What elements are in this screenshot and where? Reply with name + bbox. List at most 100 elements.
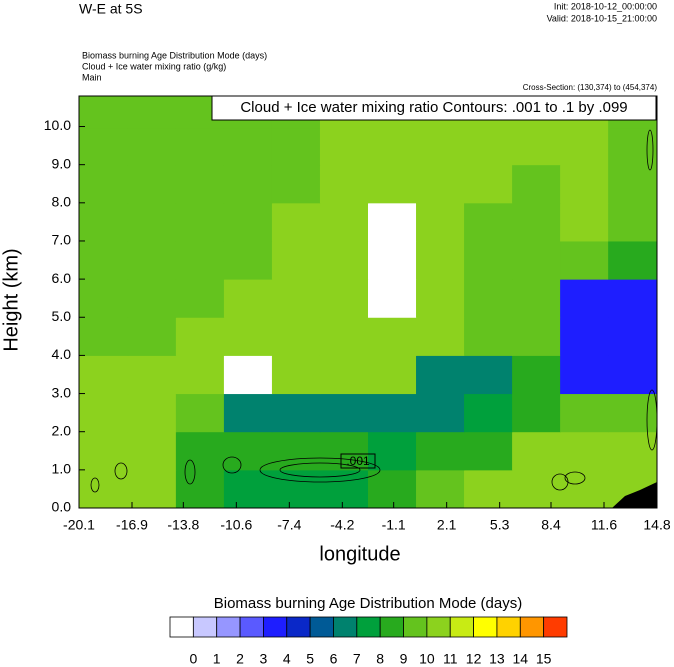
field-cell: [175, 355, 225, 395]
field-cell: [127, 96, 177, 129]
colorbar-label: 12: [466, 651, 482, 667]
colorbar-box: [403, 616, 428, 638]
field-cell: [368, 164, 417, 204]
field-cell: [512, 355, 561, 395]
field-cell: [271, 393, 321, 433]
field-cell: [464, 279, 513, 318]
field-cell: [271, 279, 321, 318]
y-tick-label: 6.0: [52, 270, 72, 286]
field-name: Main: [82, 72, 102, 82]
field-cell: [464, 164, 513, 204]
field-cell: [79, 279, 129, 318]
field-cell: [416, 469, 465, 509]
field-cell: [560, 164, 609, 204]
field-cell: [608, 128, 658, 166]
x-tick-label: 14.8: [643, 517, 670, 533]
colorbar-label: 5: [306, 651, 314, 667]
field-cell: [512, 279, 561, 318]
field-cell: [271, 431, 321, 471]
field-cell: [175, 240, 225, 280]
valid-time: Valid: 2018-10-15_21:00:00: [547, 13, 657, 23]
field-cell: [319, 202, 369, 242]
field-cell: [368, 128, 417, 166]
field-cell: [560, 240, 609, 280]
field-cell: [416, 355, 465, 395]
colorbar-box: [496, 616, 521, 638]
colorbar-label: 9: [400, 651, 408, 667]
y-tick-label: 3.0: [52, 384, 72, 400]
field-cell: [464, 240, 513, 280]
field-cell: [608, 431, 658, 471]
field-cell: [512, 469, 561, 509]
colorbar-box: [379, 616, 404, 638]
x-tick-label: -1.1: [382, 517, 406, 533]
field-cell: [223, 317, 273, 356]
field-cell: [79, 96, 129, 129]
field-cell: [416, 128, 465, 166]
field-cell: [512, 164, 561, 204]
colorbar-label: 6: [330, 651, 338, 667]
contour-note-box: [211, 95, 657, 121]
y-tick-label: 10.0: [44, 117, 71, 133]
field-cell: [79, 240, 129, 280]
colorbar-box: [519, 616, 545, 638]
init-time: Init: 2018-10-12_00:00:00: [554, 1, 657, 11]
field-cell: [319, 431, 369, 471]
y-tick-label: 9.0: [52, 155, 72, 171]
field-cell: [223, 393, 273, 433]
contour-label: .001: [346, 454, 370, 468]
field-cell: [127, 355, 177, 395]
field-cell: [512, 317, 561, 356]
field-cell: [464, 393, 513, 433]
field-cell: [79, 202, 129, 242]
field-cell: [464, 317, 513, 356]
field-cell: [416, 431, 465, 471]
colorbar-box: [543, 616, 568, 638]
field-name: Biomass burning Age Distribution Mode (d…: [82, 50, 267, 60]
field-cell: [79, 355, 129, 395]
field-cell: [127, 393, 177, 433]
field-cell: [608, 317, 658, 356]
field-cell: [127, 317, 177, 356]
field-cell: [608, 355, 658, 395]
colorbar-label: 3: [260, 651, 268, 667]
field-cell: [79, 393, 129, 433]
colorbar-box: [426, 616, 451, 638]
colorbar-box: [239, 616, 264, 638]
field-cell: [560, 128, 609, 166]
field-cell: [512, 431, 561, 471]
field-cell: [79, 128, 129, 166]
field-cell: [319, 240, 369, 280]
field-cell: [223, 355, 273, 395]
x-tick-label: -20.1: [63, 517, 95, 533]
colorbar-title: Biomass burning Age Distribution Mode (d…: [214, 595, 522, 612]
field-cell: [560, 202, 609, 242]
field-cell: [368, 355, 417, 395]
y-tick-label: 0.0: [52, 499, 72, 515]
field-cell: [368, 279, 417, 318]
field-cell: [560, 317, 609, 356]
field-cell: [608, 202, 658, 242]
colorbar-box: [309, 616, 334, 638]
field-cell: [175, 279, 225, 318]
colorbar-box: [216, 616, 241, 638]
colorbar-label: 2: [236, 651, 244, 667]
field-cell: [608, 164, 658, 204]
field-cell: [319, 317, 369, 356]
y-tick-label: 5.0: [52, 308, 72, 324]
colorbar-label: 7: [353, 651, 361, 667]
colorbar-box: [356, 616, 381, 638]
field-cell: [79, 164, 129, 204]
field-cell: [271, 469, 321, 509]
field-cell: [608, 393, 658, 433]
field-cell: [79, 431, 129, 471]
field-cell: [127, 128, 177, 166]
field-cell: [79, 469, 129, 509]
terrain: [612, 482, 657, 508]
colorbar-label: 8: [376, 651, 384, 667]
field-cell: [560, 393, 609, 433]
colorbar-box: [192, 616, 218, 638]
field-cell: [512, 202, 561, 242]
field-cell: [175, 128, 225, 166]
